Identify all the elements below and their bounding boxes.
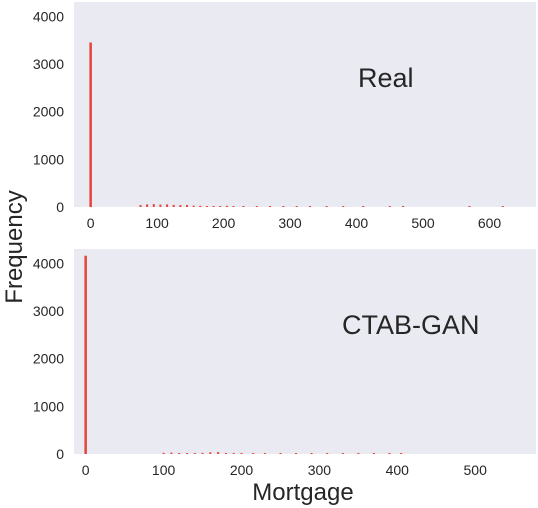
real-bar <box>89 43 92 208</box>
ctab-gan-bar <box>84 256 87 454</box>
ctab-gan-bar <box>217 452 219 454</box>
ctab-gan-x-tick-label: 300 <box>308 462 332 478</box>
real-x-tick-label: 500 <box>411 215 435 231</box>
real-bar <box>256 206 258 207</box>
real-x-tick-label: 0 <box>87 215 95 231</box>
ctab-gan-bar <box>400 453 402 454</box>
ctab-gan-bar <box>311 453 313 454</box>
real-bar <box>342 206 344 207</box>
ctab-gan-y-tick-label: 2000 <box>33 351 64 367</box>
real-plot-area <box>74 2 536 207</box>
ctab-gan-bar <box>225 453 227 454</box>
real-bar <box>153 204 155 207</box>
ctab-gan-bar <box>252 453 254 454</box>
real-bar <box>140 205 142 207</box>
ctab-gan-x-ticks: 0 100 200 300 400 500 <box>82 462 487 478</box>
real-y-tick-label: 3000 <box>33 56 64 72</box>
real-bar <box>146 204 148 207</box>
real-x-tick-label: 100 <box>145 215 169 231</box>
ctab-gan-bar <box>233 453 235 454</box>
ctab-gan-bar <box>373 453 375 454</box>
ctab-gan-bar <box>170 453 172 454</box>
ctab-gan-bar <box>326 453 328 454</box>
real-y-tick-label: 0 <box>56 199 64 215</box>
real-bar <box>282 206 284 207</box>
ctab-gan-x-tick-label: 100 <box>152 462 176 478</box>
ctab-gan-bar <box>163 453 165 454</box>
ctab-gan-bar <box>186 453 188 454</box>
real-x-tick-label: 200 <box>212 215 236 231</box>
ctab-gan-x-tick-label: 500 <box>464 462 488 478</box>
real-x-tick-label: 600 <box>478 215 502 231</box>
real-bar <box>402 206 404 207</box>
ctab-gan-bar <box>280 453 282 454</box>
real-bar <box>213 206 215 207</box>
real-bar <box>269 206 271 207</box>
real-bar <box>226 206 228 207</box>
ctab-gan-bar <box>342 453 344 454</box>
real-bar <box>199 206 201 207</box>
real-x-ticks: 0 100 200 300 400 500 600 <box>87 215 502 231</box>
real-x-tick-label: 400 <box>345 215 369 231</box>
real-bar <box>502 206 504 207</box>
ctab-gan-bar <box>178 453 180 454</box>
real-bar <box>243 206 245 207</box>
real-bar <box>362 206 364 207</box>
ctab-gan-panel-label: CTAB-GAN <box>342 310 480 340</box>
ctab-gan-x-tick-label: 200 <box>230 462 254 478</box>
real-bar <box>186 205 188 207</box>
ctab-gan-bar <box>264 453 266 454</box>
ctab-gan-bar <box>389 453 391 454</box>
ctab-gan-bar <box>241 453 243 454</box>
ctab-gan-y-ticks: 0 1000 2000 3000 4000 <box>33 255 64 462</box>
real-y-ticks: 0 1000 2000 3000 4000 <box>33 8 64 215</box>
real-bar <box>233 206 235 207</box>
real-y-tick-label: 2000 <box>33 104 64 120</box>
real-bar <box>326 206 328 207</box>
ctab-gan-panel: 0 1000 2000 3000 4000 0 100 200 300 400 500 CTAB-… <box>33 249 536 478</box>
real-panel: 0 1000 2000 3000 4000 0 100 200 300 400 500 600 Re… <box>33 2 536 231</box>
ctab-gan-plot-area <box>74 249 536 454</box>
ctab-gan-bar <box>194 453 196 454</box>
real-bar <box>159 205 161 207</box>
real-bar <box>309 206 311 207</box>
x-axis-label: Mortgage <box>252 479 353 506</box>
real-bar <box>219 206 221 207</box>
ctab-gan-x-tick-label: 0 <box>82 462 90 478</box>
real-panel-label: Real <box>358 63 414 93</box>
ctab-gan-bar <box>357 453 359 454</box>
real-bar <box>389 206 391 207</box>
ctab-gan-y-tick-label: 3000 <box>33 303 64 319</box>
ctab-gan-bar <box>209 452 211 454</box>
ctab-gan-bar <box>295 453 297 454</box>
real-bar <box>296 206 298 207</box>
ctab-gan-y-tick-label: 1000 <box>33 398 64 414</box>
y-axis-label: Frequency <box>1 190 28 303</box>
ctab-gan-bar <box>202 453 204 454</box>
real-bar <box>469 206 471 207</box>
real-bar <box>166 204 168 207</box>
ctab-gan-y-tick-label: 0 <box>56 446 64 462</box>
real-y-tick-label: 4000 <box>33 8 64 24</box>
real-bar <box>193 206 195 207</box>
ctab-gan-y-tick-label: 4000 <box>33 255 64 271</box>
real-bar <box>173 205 175 207</box>
real-x-tick-label: 300 <box>278 215 302 231</box>
real-bar <box>179 205 181 207</box>
real-bar <box>206 206 208 207</box>
ctab-gan-x-tick-label: 400 <box>386 462 410 478</box>
real-y-tick-label: 1000 <box>33 151 64 167</box>
